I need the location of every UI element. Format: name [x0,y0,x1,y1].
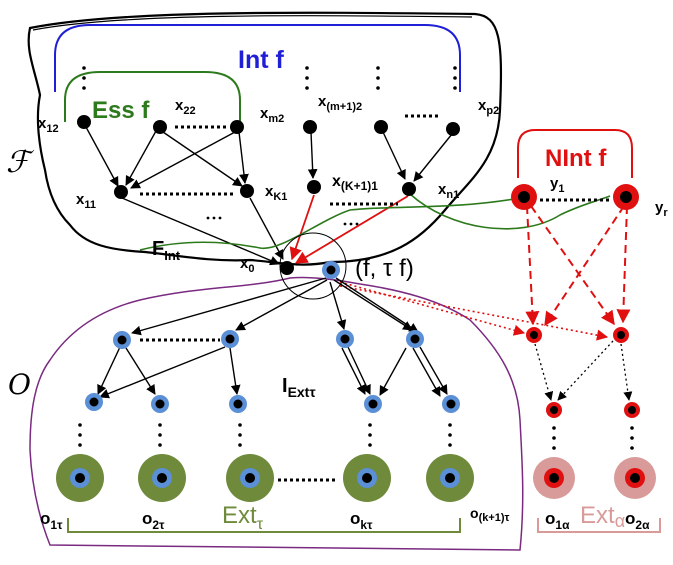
o-vertical-dots [78,423,634,450]
int-f-label: Int f [238,46,284,74]
node-ok1tau [426,454,474,502]
blue-halo-nodes [85,261,460,413]
node-o-l1-1 [113,331,131,349]
node-oktau [343,454,391,502]
node-o-l2-1 [85,393,103,411]
black-dotted-arrows [534,340,633,401]
node-x11 [114,185,128,199]
o-level2-arrows [97,346,448,399]
xp2-label: xp2 [478,97,499,117]
second-layer-arrows [121,197,284,266]
node-o-l2-5 [442,395,460,413]
top-ellipsis-dots [82,66,457,90]
o1alpha-label: o1α [545,509,570,532]
node-o1alpha [533,457,575,499]
o2alpha-label: o2α [625,509,650,532]
node-o-mid [226,454,274,502]
xm1-2-label: x(m+1)2 [318,93,362,113]
horizontal-ellipsis-dots [140,114,610,482]
nint-f-label: NInt f [545,145,607,172]
node-alpha-l2-2 [624,402,640,418]
small-ellipsis-dots [206,216,359,226]
node-xK1-1 [307,180,321,194]
node-xm1-2 [374,120,388,134]
x0-label: x0 [240,255,254,275]
node-xp2 [446,122,460,136]
x22-label: x22 [175,97,196,117]
node-alpha-l1-2 [613,327,629,343]
xK1-1-label: x(K+1)1 [332,173,378,193]
oktau-label: okτ [350,509,373,532]
xn1-label: xn1 [438,181,459,201]
node-ess-mid [153,120,167,134]
node-alpha-l2-1 [546,402,562,418]
node-o-l2-2 [151,395,169,413]
ext-tau-output-nodes [56,454,474,502]
nint-f-bracket [517,129,633,178]
f-black-nodes [77,115,460,275]
nint-red-nodes [511,184,656,499]
i-ext-tau-label: IExtτ [282,375,316,400]
script-f-label: ℱ [6,145,35,180]
node-y1 [511,184,537,210]
x12-label: x12 [38,115,59,135]
node-o-l2-3 [229,395,247,413]
region-o-boundary [29,276,524,551]
node-o-l1-2 [221,330,239,348]
node-xn1 [402,182,416,196]
f-tau-f-label: (f, τ f) [355,255,414,282]
xK1-label: xK1 [265,183,287,203]
region-f-boundary [27,11,503,266]
node-yr [613,184,639,210]
node-xK1 [240,184,254,198]
int-f-bracket [54,24,461,92]
x11-label: x11 [76,191,96,211]
node-x22 [230,120,244,134]
node-xm2 [303,120,317,134]
f-int-label: FInt [152,238,181,263]
ess-f-label: Ess f [92,97,150,124]
node-o2alpha [614,457,656,499]
red-dashed-arrows [525,205,631,327]
node-tau-f [322,261,340,279]
top-layer-arrows [85,126,453,189]
yr-label: yr [655,199,668,219]
o2tau-label: o2τ [142,509,165,532]
ext-alpha-bracket [537,518,661,533]
ok1tau-label: o(k+1)τ [470,505,510,524]
ext-tau-bracket [67,518,461,533]
node-x0 [280,261,294,275]
ext-tau-label: Extτ [222,502,264,533]
green-connections [139,193,611,251]
script-o-label: O [8,368,31,401]
node-o-l1-4 [406,330,424,348]
tau-f-arrows [131,277,419,336]
node-alpha-l1-1 [526,327,542,343]
y1-label: y1 [550,175,564,195]
x0-tau-f-highlight-circle [279,232,347,300]
node-o1tau [56,454,104,502]
node-o-l2-4 [364,395,382,413]
node-o-l1-3 [336,330,354,348]
node-o2tau [138,454,186,502]
node-x12 [77,115,91,129]
o1tau-label: o1τ [40,509,63,532]
ext-alpha-label: Extα [580,502,625,531]
xm2-label: xm2 [260,105,284,125]
red-dotted-arrows [339,281,609,341]
ess-f-bracket [64,71,241,122]
